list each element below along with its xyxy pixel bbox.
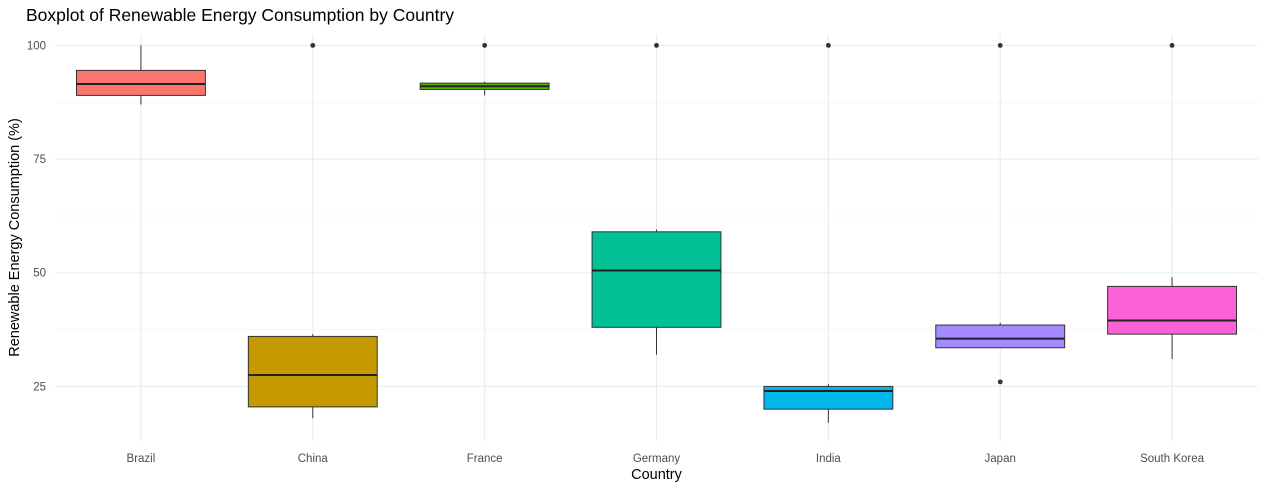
y-tick-label: 50 [33, 268, 46, 280]
grid-lines [55, 34, 1258, 441]
box-south-korea [1107, 42, 1238, 360]
box-china [247, 42, 378, 419]
x-tick-label: China [298, 453, 329, 465]
outlier-point [997, 42, 1003, 48]
box-iqr [935, 324, 1066, 349]
y-axis-title: Renewable Energy Consumption (%) [7, 118, 23, 357]
x-tick-label: France [467, 453, 503, 465]
x-tick-label: Brazil [127, 453, 156, 465]
y-tick-label: 75 [33, 154, 46, 166]
box-iqr [247, 335, 378, 408]
y-tick-label: 25 [33, 381, 46, 393]
outlier-point [310, 42, 316, 48]
outlier-point [997, 379, 1003, 385]
y-tick-label: 100 [27, 40, 46, 52]
box-iqr [1107, 285, 1238, 335]
box-iqr [75, 69, 206, 96]
box-india [763, 42, 894, 423]
x-tick-label: Germany [633, 453, 681, 465]
boxes [75, 42, 1238, 423]
x-tick-label: South Korea [1140, 453, 1205, 465]
outlier-point [825, 42, 831, 48]
box-germany [591, 42, 722, 355]
chart-title: Boxplot of Renewable Energy Consumption … [26, 5, 455, 25]
box-iqr [591, 231, 722, 328]
box-japan [935, 42, 1066, 385]
outlier-point [482, 42, 488, 48]
x-tick-label: India [816, 453, 842, 465]
box-iqr [763, 385, 894, 410]
box-france [419, 42, 550, 96]
x-tick-label: Japan [985, 453, 1016, 465]
x-tick-labels: Brazil China France Germany India Japan South … [127, 453, 1205, 465]
y-tick-labels: 25 50 75 100 [27, 40, 46, 393]
outlier-point [1169, 42, 1175, 48]
box-brazil [75, 45, 206, 105]
outlier-point [654, 42, 659, 48]
x-axis-title: Country [631, 467, 683, 483]
